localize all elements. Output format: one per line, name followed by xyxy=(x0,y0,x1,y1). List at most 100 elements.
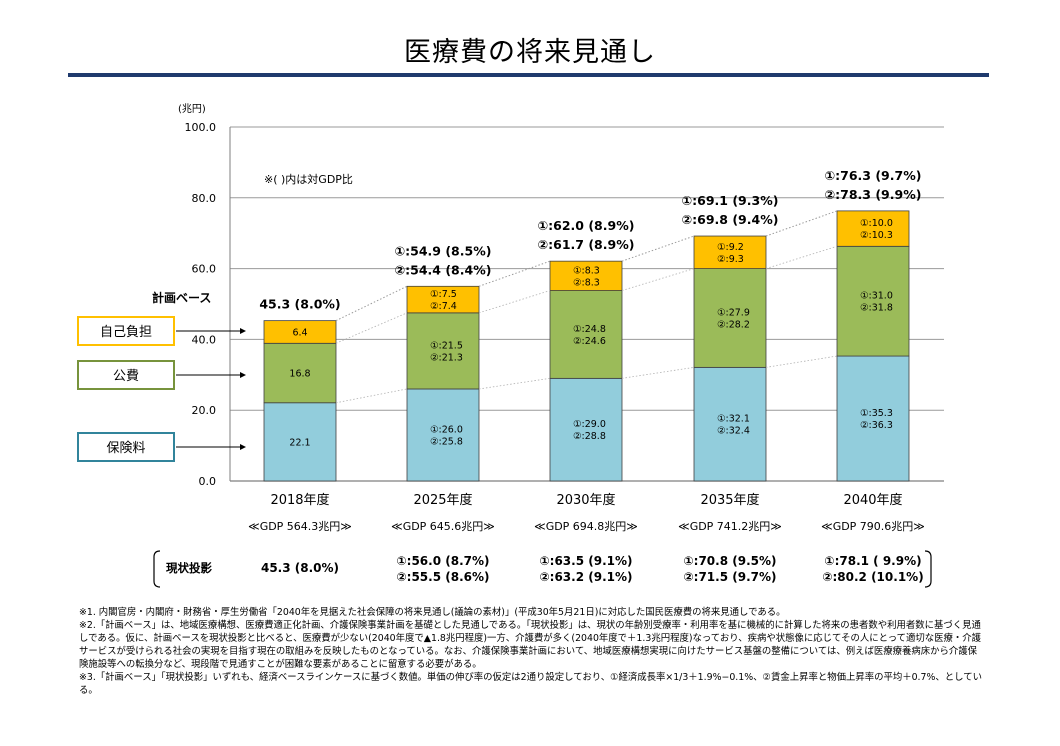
bar-value-label: ①:8.3 xyxy=(573,265,600,276)
bar-segment xyxy=(406,285,480,314)
bar-value-label: ①:21.5 xyxy=(430,340,463,351)
current-projection-value: ①:63.5 (9.1%) xyxy=(540,554,633,568)
total-label: ②:61.7 (8.9%) xyxy=(538,237,635,252)
bar-value-label: ①:27.9 xyxy=(717,307,750,318)
bar-segment xyxy=(693,268,767,368)
x-category-label: 2030年度 xyxy=(556,492,615,508)
legend-box xyxy=(77,316,175,346)
total-label: ①:54.9 (8.5%) xyxy=(395,243,492,258)
bar-segment xyxy=(836,210,910,247)
x-category-label: 2040年度 xyxy=(843,492,902,508)
current-projection-value: ②:71.5 (9.7%) xyxy=(684,570,777,584)
bar-segment xyxy=(263,402,337,482)
bar-value-label: ①:10.0 xyxy=(860,218,893,229)
total-label: 45.3 (8.0%) xyxy=(259,297,340,312)
plan-base-label: 計画ベース xyxy=(152,290,211,305)
y-tick-label: 80.0 xyxy=(192,192,217,205)
bar-segment xyxy=(549,290,623,379)
x-category-label: 2018年度 xyxy=(270,492,329,508)
bar-value-label: ①:24.8 xyxy=(573,324,606,335)
gdp-label: ≪GDP 694.8兆円≫ xyxy=(534,520,638,533)
current-projection-label: 現状投影 xyxy=(166,561,212,575)
x-category-label: 2025年度 xyxy=(413,492,472,508)
bar-value-label: ①:32.1 xyxy=(717,414,750,425)
medical-cost-chart: (兆円) 0.0 20.0 40.0 60.0 80.0 100.0 ※( )内は対GDP比 2… xyxy=(77,103,944,588)
bar-value-label: ①:29.0 xyxy=(573,419,606,430)
bar-value-label: ②:10.3 xyxy=(860,230,893,241)
total-label: ②:69.8 (9.4%) xyxy=(682,212,779,227)
gdp-label: ≪GDP 645.6兆円≫ xyxy=(391,520,495,533)
trend-connector xyxy=(335,285,408,322)
y-tick-label: 0.0 xyxy=(199,475,217,488)
bar-segment xyxy=(406,388,480,482)
bar-value-label: ②:31.8 xyxy=(860,303,893,314)
bar-value-label: ②:8.3 xyxy=(573,277,600,288)
bar-value-label: ①:7.5 xyxy=(430,289,457,300)
y-tick-label: 40.0 xyxy=(192,333,217,346)
current-projection-value: ②:55.5 (8.6%) xyxy=(397,570,490,584)
bar-value-label: ②:9.3 xyxy=(717,254,744,265)
bar-value-label: ②:36.3 xyxy=(860,420,893,431)
x-category-label: 2035年度 xyxy=(700,492,759,508)
trend-connector xyxy=(335,312,408,344)
bar-value-label: ②:32.4 xyxy=(717,426,750,437)
title-divider xyxy=(68,73,989,77)
bar-segment xyxy=(693,366,767,482)
bar-segment xyxy=(693,235,767,269)
bar-segment xyxy=(263,342,337,404)
trend-connector xyxy=(478,377,551,390)
bar-segment xyxy=(549,260,623,291)
current-projection-value: ②:63.2 (9.1%) xyxy=(540,570,633,584)
bar-value-label: ②:28.8 xyxy=(573,431,606,442)
total-label: ①:62.0 (8.9%) xyxy=(538,218,635,233)
total-label: ①:76.3 (9.7%) xyxy=(825,168,922,183)
bar-segment xyxy=(406,312,480,390)
bar-value-label: ②:7.4 xyxy=(430,301,457,312)
bar-value-label: ②:25.8 xyxy=(430,436,463,447)
bar-value-label: ①:31.0 xyxy=(860,291,893,302)
bar-value-label: ②:28.2 xyxy=(717,319,750,330)
current-projection-value: ①:78.1 ( 9.9%) xyxy=(824,554,921,568)
bar-value-label: ②:21.3 xyxy=(430,352,463,363)
bracket-right xyxy=(924,550,932,588)
y-tick-label: 20.0 xyxy=(192,404,217,417)
bar-value-label: ①:26.0 xyxy=(430,424,463,435)
trend-connector xyxy=(765,245,838,269)
footnote-2: ※2.「計画ベース」は、地域医療構想、医療費適正化計画、介護保険事業計画を基礎と… xyxy=(79,620,981,670)
total-label: ①:69.1 (9.3%) xyxy=(682,193,779,208)
trend-connector xyxy=(335,388,408,404)
y-axis-unit-label: (兆円) xyxy=(178,103,206,115)
bar-value-label: 22.1 xyxy=(289,437,310,448)
bar-value-label: ①:9.2 xyxy=(717,242,744,253)
current-projection-value: 45.3 (8.0%) xyxy=(261,561,339,575)
bar-segment xyxy=(263,320,337,344)
gdp-label: ≪GDP 741.2兆円≫ xyxy=(678,520,782,533)
y-tick-label: 100.0 xyxy=(185,121,217,134)
footnote-1: ※1. 内閣官房・内閣府・財務省・厚生労働省「2040年を見据えた社会保障の将来… xyxy=(79,607,786,618)
trend-connector xyxy=(765,355,838,368)
footnote-3: ※3.「計画ベース」「現状投影」いずれも、経済ベースラインケースに基づく数値。単… xyxy=(79,672,982,696)
legend-box xyxy=(77,432,175,462)
legend-arrowhead xyxy=(240,328,246,334)
bar-segment xyxy=(836,355,910,482)
trend-connector xyxy=(621,366,695,379)
total-label: ②:78.3 (9.9%) xyxy=(825,187,922,202)
legend-arrowhead xyxy=(240,372,246,378)
current-projection-value: ②:80.2 (10.1%) xyxy=(822,570,923,584)
page-title: 医療費の将来見通し xyxy=(404,37,656,68)
gdp-label: ≪GDP 790.6兆円≫ xyxy=(821,520,925,533)
legend-label: 公費 xyxy=(113,369,139,384)
total-label: ②:54.4 (8.4%) xyxy=(395,262,492,277)
bar-value-label: ②:24.6 xyxy=(573,336,606,347)
bar-value-label: 6.4 xyxy=(292,327,307,338)
bracket-left xyxy=(153,550,161,588)
footnotes: ※1. 内閣官房・内閣府・財務省・厚生労働省「2040年を見据えた社会保障の将来… xyxy=(79,606,984,697)
legend-arrowhead xyxy=(240,444,246,450)
current-projection-value: ①:70.8 (9.5%) xyxy=(684,554,777,568)
legend-label: 自己負担 xyxy=(100,325,152,340)
gdp-label: ≪GDP 564.3兆円≫ xyxy=(248,520,352,533)
current-projection-value: ①:56.0 (8.7%) xyxy=(397,554,490,568)
trend-connector xyxy=(621,268,695,291)
bar-value-label: 16.8 xyxy=(289,369,310,380)
y-tick-label: 60.0 xyxy=(192,263,217,276)
